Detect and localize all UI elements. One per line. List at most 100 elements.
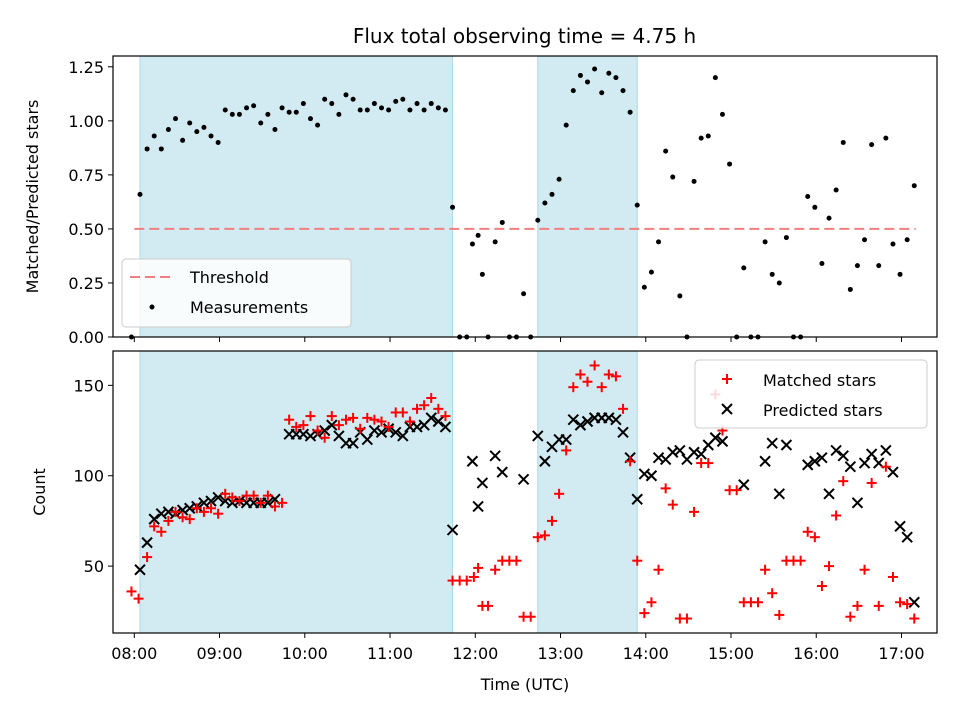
measurement-point [293, 109, 299, 115]
x-tick-label: 12:00 [452, 644, 498, 663]
bottom-panel: 50 100 150 08:00 09:00 10:00 11:00 12:00 13:00 1… [30, 350, 938, 694]
legend-predicted-marker [721, 403, 733, 415]
matched-star-point [774, 609, 785, 620]
measurement-point [741, 265, 747, 271]
predicted-star-point [205, 495, 217, 507]
measurement-point [812, 204, 818, 210]
matched-star-point [845, 611, 856, 622]
matched-star-point [227, 492, 238, 503]
predicted-star-point [631, 493, 643, 505]
matched-star-point [703, 458, 714, 469]
measurement-point [343, 92, 349, 98]
predicted-star-point [617, 426, 629, 439]
measurement-point [279, 105, 285, 111]
matched-star-point [440, 411, 451, 422]
matched-star-point [412, 403, 423, 414]
predicted-star-point [851, 497, 864, 509]
matched-star-point [333, 420, 344, 431]
bottom-y-axis-label: Count [30, 468, 49, 516]
matched-star-point [468, 571, 479, 582]
matched-star-point [639, 608, 650, 619]
predicted-star-point [397, 430, 409, 442]
top-y-axis-label: Matched/Predicted stars [23, 100, 42, 294]
measurement-point [492, 239, 498, 245]
measurement-point [883, 135, 889, 141]
measurement-point [222, 107, 228, 113]
matched-star-point [156, 526, 167, 537]
predicted-star-point [880, 444, 892, 457]
measurement-point [613, 75, 619, 81]
predicted-star-point [809, 455, 821, 467]
bottom-y-tick-label: 50 [84, 557, 104, 576]
top-y-tick-label: 1.25 [68, 58, 104, 77]
matched-star-point [859, 564, 870, 575]
matched-star-point [824, 561, 835, 572]
bottom-shaded-intervals [139, 350, 638, 634]
measurement-point [151, 133, 157, 139]
matched-star-point [618, 403, 629, 414]
matched-star-point [532, 532, 543, 543]
matched-star-point [483, 600, 494, 611]
matched-star-point [383, 421, 394, 432]
top-axes-frame [112, 55, 938, 338]
matched-star-point [632, 555, 643, 566]
predicted-star-point [466, 455, 479, 467]
predicted-star-point [439, 421, 452, 433]
predicted-star-point [560, 433, 572, 446]
predicted-star-point [908, 596, 920, 608]
matched-star-point [404, 416, 415, 427]
measurement-point [329, 101, 335, 107]
matched-star-point [589, 360, 600, 371]
measurement-point [428, 101, 434, 107]
matched-star-point [816, 581, 827, 591]
legend-matched-label: Matched stars [763, 371, 876, 390]
measurement-points [128, 66, 917, 340]
legend-measurements-swatch [149, 304, 155, 310]
measurement-point [691, 178, 697, 184]
top-y-tick-label: 0.25 [68, 274, 104, 293]
matched-star-point [248, 490, 259, 501]
matched-star-points [126, 360, 920, 624]
legend-matched-swatch [722, 374, 732, 384]
predicted-star-point [148, 513, 160, 525]
bottom-axes-frame [112, 350, 938, 634]
measurement-point [656, 239, 662, 245]
top-y-tick-label: 0.00 [68, 328, 104, 347]
x-tick-label: 09:00 [196, 644, 242, 663]
x-tick-label: 17:00 [878, 644, 924, 663]
predicted-star-point [901, 531, 913, 543]
matched-star-point [362, 412, 373, 423]
bottom-x-ticks: 08:00 09:00 10:00 11:00 12:00 13:00 14:00 15:00… [111, 633, 925, 663]
measurement-point [236, 111, 242, 117]
measurement-point [876, 263, 882, 269]
predicted-star-point [837, 450, 849, 462]
x-tick-label: 13:00 [537, 644, 583, 663]
x-tick-label: 11:00 [367, 644, 413, 663]
predicted-star-point [134, 564, 146, 576]
matched-star-point [262, 490, 273, 501]
measurement-point [435, 105, 441, 111]
predicted-star-point [887, 466, 899, 478]
measurement-point [592, 66, 598, 72]
matched-star-point [340, 414, 351, 425]
measurement-point [634, 202, 640, 208]
measurement-point [705, 133, 711, 139]
matched-star-point [298, 420, 309, 431]
measurement-point [286, 109, 292, 115]
measurement-point [272, 126, 278, 132]
measurement-point [840, 139, 846, 145]
measurement-point [442, 107, 448, 113]
matched-star-point [234, 496, 245, 507]
top-legend-box [121, 258, 352, 328]
predicted-star-points [134, 412, 920, 608]
measurement-point [307, 116, 313, 122]
measurement-point [556, 176, 562, 182]
measurement-point [670, 174, 676, 180]
measurement-point [379, 105, 385, 111]
matched-star-point [312, 425, 323, 436]
measurement-point [862, 237, 868, 243]
matched-star-point [610, 371, 621, 382]
measurement-point [535, 217, 541, 223]
measurement-point [251, 103, 257, 109]
predicted-star-point [780, 439, 793, 451]
